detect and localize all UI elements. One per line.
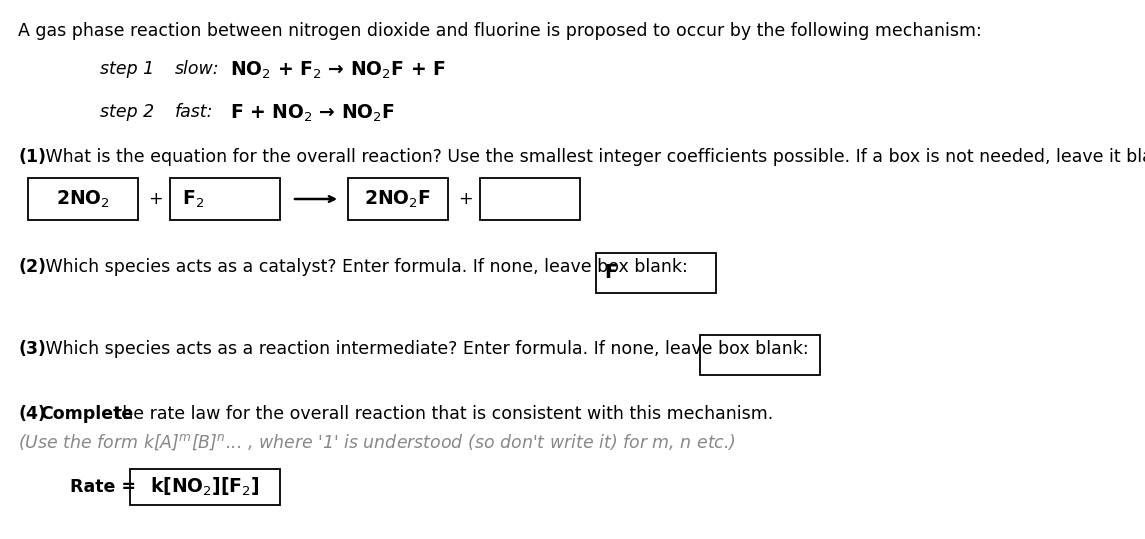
Text: (Use the form k[A]$^m$[B]$^n$... , where '1' is understood (so don't write it) f: (Use the form k[A]$^m$[B]$^n$... , where… [18,432,736,452]
Text: (4): (4) [18,405,46,423]
Text: Which species acts as a catalyst? Enter formula. If none, leave box blank:: Which species acts as a catalyst? Enter … [40,258,688,276]
Text: NO$_2$ + F$_2$ → NO$_2$F + F: NO$_2$ + F$_2$ → NO$_2$F + F [230,60,445,81]
Text: step 2: step 2 [100,103,155,121]
Text: Which species acts as a reaction intermediate? Enter formula. If none, leave box: Which species acts as a reaction interme… [40,340,808,358]
Text: 2NO$_2$F: 2NO$_2$F [364,188,432,210]
Bar [131,469,281,505]
Text: the rate law for the overall reaction that is consistent with this mechanism.: the rate law for the overall reaction th… [110,405,773,423]
Text: +: + [148,190,163,208]
Text: slow:: slow: [175,60,220,78]
Text: (1): (1) [18,148,46,166]
Text: fast:: fast: [175,103,213,121]
Bar [597,253,716,293]
Bar [348,178,448,220]
Bar [27,178,139,220]
Text: step 1: step 1 [100,60,155,78]
Text: What is the equation for the overall reaction? Use the smallest integer coeffici: What is the equation for the overall rea… [40,148,1145,166]
Text: Rate =: Rate = [70,478,136,496]
Text: 2NO$_2$: 2NO$_2$ [56,188,110,210]
Text: (3): (3) [18,340,46,358]
Text: F: F [605,264,617,282]
Bar [700,335,820,375]
Text: F + NO$_2$ → NO$_2$F: F + NO$_2$ → NO$_2$F [230,103,395,125]
Bar [169,178,281,220]
Text: +: + [458,190,473,208]
Text: A gas phase reaction between nitrogen dioxide and fluorine is proposed to occur : A gas phase reaction between nitrogen di… [18,22,981,40]
Text: (2): (2) [18,258,46,276]
Text: F$_2$: F$_2$ [182,188,204,210]
Text: k[NO$_2$][F$_2$]: k[NO$_2$][F$_2$] [150,476,260,498]
Bar [480,178,581,220]
Text: Complete: Complete [40,405,133,423]
